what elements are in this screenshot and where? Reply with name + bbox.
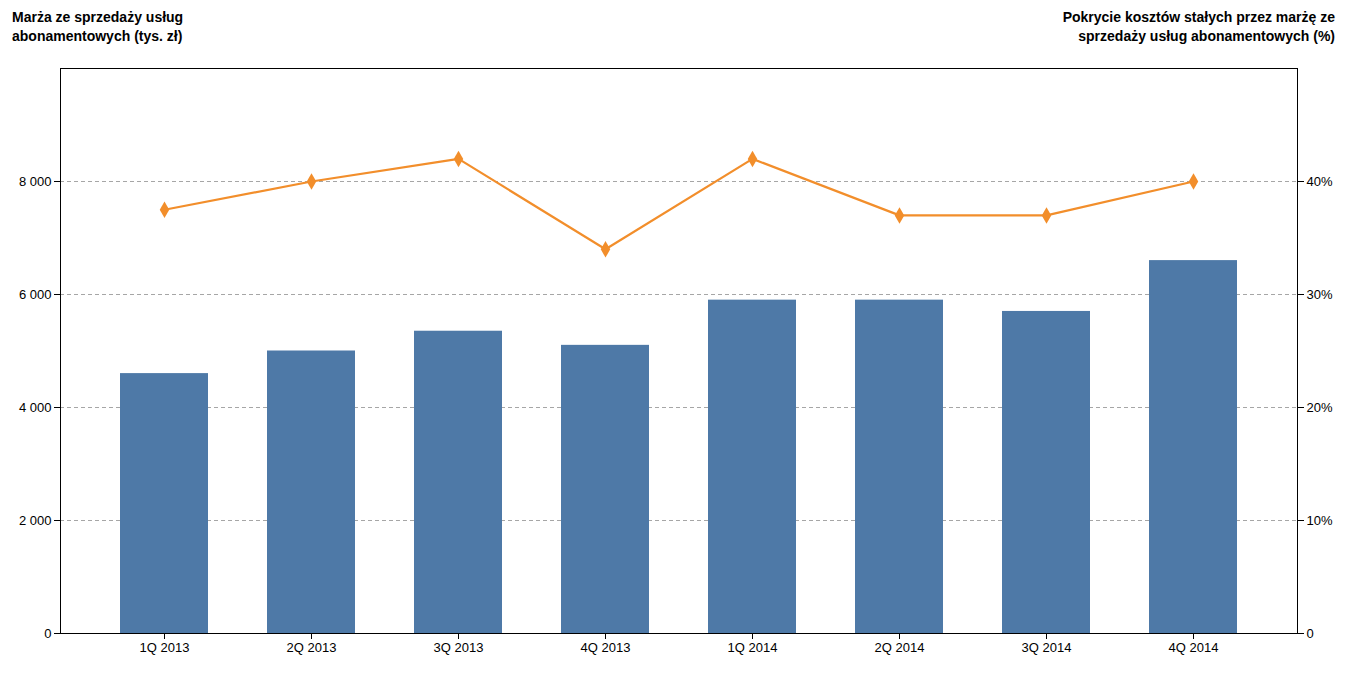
svg-text:0: 0 xyxy=(1307,626,1314,641)
svg-text:2 000: 2 000 xyxy=(19,513,52,528)
svg-text:4Q 2014: 4Q 2014 xyxy=(1169,640,1219,655)
svg-text:8 000: 8 000 xyxy=(19,174,52,189)
html-text:Pokrycie kosztów stałych przez: Pokrycie kosztów stałych przez marżę ze … xyxy=(1062,9,1335,44)
svg-text:10%: 10% xyxy=(1307,513,1333,528)
svg-text:20%: 20% xyxy=(1307,400,1333,415)
svg-text:1Q 2013: 1Q 2013 xyxy=(140,640,190,655)
html-text:Marża ze sprzedaży usług abona: Marża ze sprzedaży usług abonamentowych … xyxy=(12,9,184,44)
svg-text:4 000: 4 000 xyxy=(19,400,52,415)
svg-text:40%: 40% xyxy=(1307,174,1333,189)
svg-text:0: 0 xyxy=(44,626,51,641)
svg-text:3Q 2014: 3Q 2014 xyxy=(1022,640,1072,655)
svg-text:2Q 2014: 2Q 2014 xyxy=(875,640,925,655)
svg-text:4Q 2013: 4Q 2013 xyxy=(581,640,631,655)
svg-text:2Q 2013: 2Q 2013 xyxy=(287,640,337,655)
svg-text:30%: 30% xyxy=(1307,287,1333,302)
svg-text:6 000: 6 000 xyxy=(19,287,52,302)
svg-text:1Q 2014: 1Q 2014 xyxy=(728,640,778,655)
svg-text:3Q 2013: 3Q 2013 xyxy=(434,640,484,655)
